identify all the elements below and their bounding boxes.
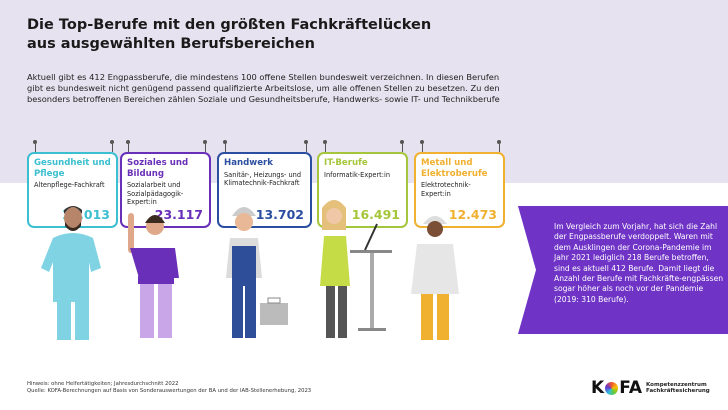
card-value: 12.473 — [448, 207, 497, 222]
pin-icon — [126, 140, 130, 152]
pin-icon — [203, 140, 207, 152]
occupation-card: Handwerk Sanitär-, Heizungs- und Klimatec… — [217, 152, 312, 228]
footer-note: Hinweis: ohne Helfertätigkeiten; Jahresd… — [27, 381, 179, 387]
figure-electrical-engineer — [411, 216, 459, 340]
card-job: Altenpflege-Fachkraft — [34, 181, 105, 189]
pin-icon — [33, 140, 37, 152]
pin-icon — [497, 140, 501, 152]
card-value: 13.702 — [255, 207, 304, 222]
pin-icon — [420, 140, 424, 152]
pin-icon — [400, 140, 404, 152]
figure-craftsperson — [226, 207, 288, 338]
info-banner: Im Vergleich zum Vorjahr, hat sich die Z… — [518, 206, 728, 334]
card-area: Handwerk — [224, 158, 273, 168]
logo-ring-icon — [605, 381, 619, 395]
kofa-logo: K FA Kompetenzzentrum Fachkräftesicherung — [591, 378, 710, 398]
footer-source: Quelle: KOFA-Berechnungen auf Basis von … — [27, 388, 312, 394]
card-area: IT-Berufe — [324, 158, 368, 168]
figure-social-worker — [128, 213, 179, 338]
card-job: Sozialarbeit und Sozialpädagogik-Expert:… — [127, 181, 184, 206]
intro-text: Aktuell gibt es 412 Engpassberufe, die m… — [27, 72, 500, 105]
pin-icon — [223, 140, 227, 152]
page-title: Die Top-Berufe mit den größten Fachkräft… — [27, 17, 432, 52]
pin-icon — [323, 140, 327, 152]
card-job: Informatik-Expert:in — [324, 170, 390, 179]
pin-icon — [110, 140, 114, 152]
footer-notes: Hinweis: ohne Helfertätigkeiten; Jahresd… — [27, 381, 311, 395]
card-area: Gesundheit und Pflege — [34, 158, 111, 179]
card-value: 16.491 — [351, 207, 400, 222]
card-area: Metall und Elektroberufe — [421, 158, 488, 179]
card-area: Soziales und Bildung — [127, 158, 189, 179]
banner-text: Im Vergleich zum Vorjahr, hat sich die Z… — [554, 222, 724, 304]
occupation-card: IT-Berufe Informatik-Expert:in 16.491 — [317, 152, 408, 228]
occupation-card: Soziales und Bildung Sozialarbeit und Soz… — [120, 152, 211, 228]
figure-it-worker — [320, 200, 392, 338]
figure-nurse — [41, 206, 101, 340]
card-value: 23.117 — [154, 207, 203, 222]
pin-icon — [304, 140, 308, 152]
occupation-card: Metall und Elektroberufe Elektrotechnik-E… — [414, 152, 505, 228]
card-job: Sanitär-, Heizungs- und Klimatechnik-Fac… — [224, 170, 302, 188]
card-job: Elektrotechnik-Expert:in — [421, 181, 471, 198]
